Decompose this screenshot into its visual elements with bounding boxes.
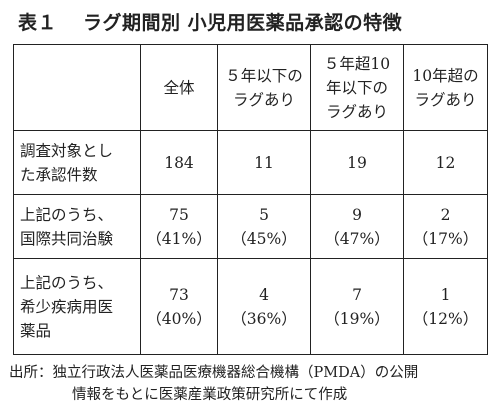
table-cell: 1 （12%） — [403, 258, 488, 355]
table-row: 上記のうち、 希少疾病用医 薬品 73 （40%） 4 （36%） 7 （19%… — [13, 258, 488, 355]
table-row: 調査対象とし た承認件数 184 11 19 12 — [13, 130, 488, 195]
table-title: ラグ期間別 小児用医薬品承認の特徴 — [83, 12, 403, 34]
header-cell-lag-over-10y: 10年超の ラグあり — [403, 44, 488, 131]
header-cell-lag-5-10y: ５年超10 年以下の ラグあり — [310, 44, 404, 131]
table-cell: 75 （41%） — [140, 194, 218, 259]
source-line-2: 情報をもとに医薬産業政策研究所にて作成 — [72, 387, 348, 403]
data-table: 全体 ５年以下の ラグあり ５年超10 年以下の ラグあり 10年超の ラグあり… — [13, 44, 488, 355]
table-cell: 9 （47%） — [310, 194, 404, 259]
table-cell: 11 — [217, 130, 311, 195]
source-line-1: 出所：独立行政法人医薬品医療機器総合機構（PMDA）の公開 — [9, 365, 419, 381]
table-cell: 73 （40%） — [140, 258, 218, 355]
table-cell: 184 — [140, 130, 218, 195]
table-number: 表１ — [18, 12, 58, 34]
table-row: 上記のうち、 国際共同治験 75 （41%） 5 （45%） 9 （47%） 2… — [13, 194, 488, 259]
header-cell-lag-under-5y: ５年以下の ラグあり — [217, 44, 311, 131]
table-caption: 表１ ラグ期間別 小児用医薬品承認の特徴 — [18, 8, 402, 35]
table-cell: 7 （19%） — [310, 258, 404, 355]
header-row: 全体 ５年以下の ラグあり ５年超10 年以下の ラグあり 10年超の ラグあり — [13, 44, 488, 131]
table-cell: 2 （17%） — [403, 194, 488, 259]
row-label: 上記のうち、 希少疾病用医 薬品 — [13, 258, 141, 355]
header-cell-total: 全体 — [140, 44, 218, 131]
source-note: 出所：独立行政法人医薬品医療機器総合機構（PMDA）の公開 情報をもとに医薬産業… — [9, 362, 494, 406]
table-cell: 19 — [310, 130, 404, 195]
row-label: 上記のうち、 国際共同治験 — [13, 194, 141, 259]
table-cell: 12 — [403, 130, 488, 195]
table-cell: 5 （45%） — [217, 194, 311, 259]
row-label: 調査対象とし た承認件数 — [13, 130, 141, 195]
table-cell: 4 （36%） — [217, 258, 311, 355]
header-cell-blank — [13, 44, 141, 131]
